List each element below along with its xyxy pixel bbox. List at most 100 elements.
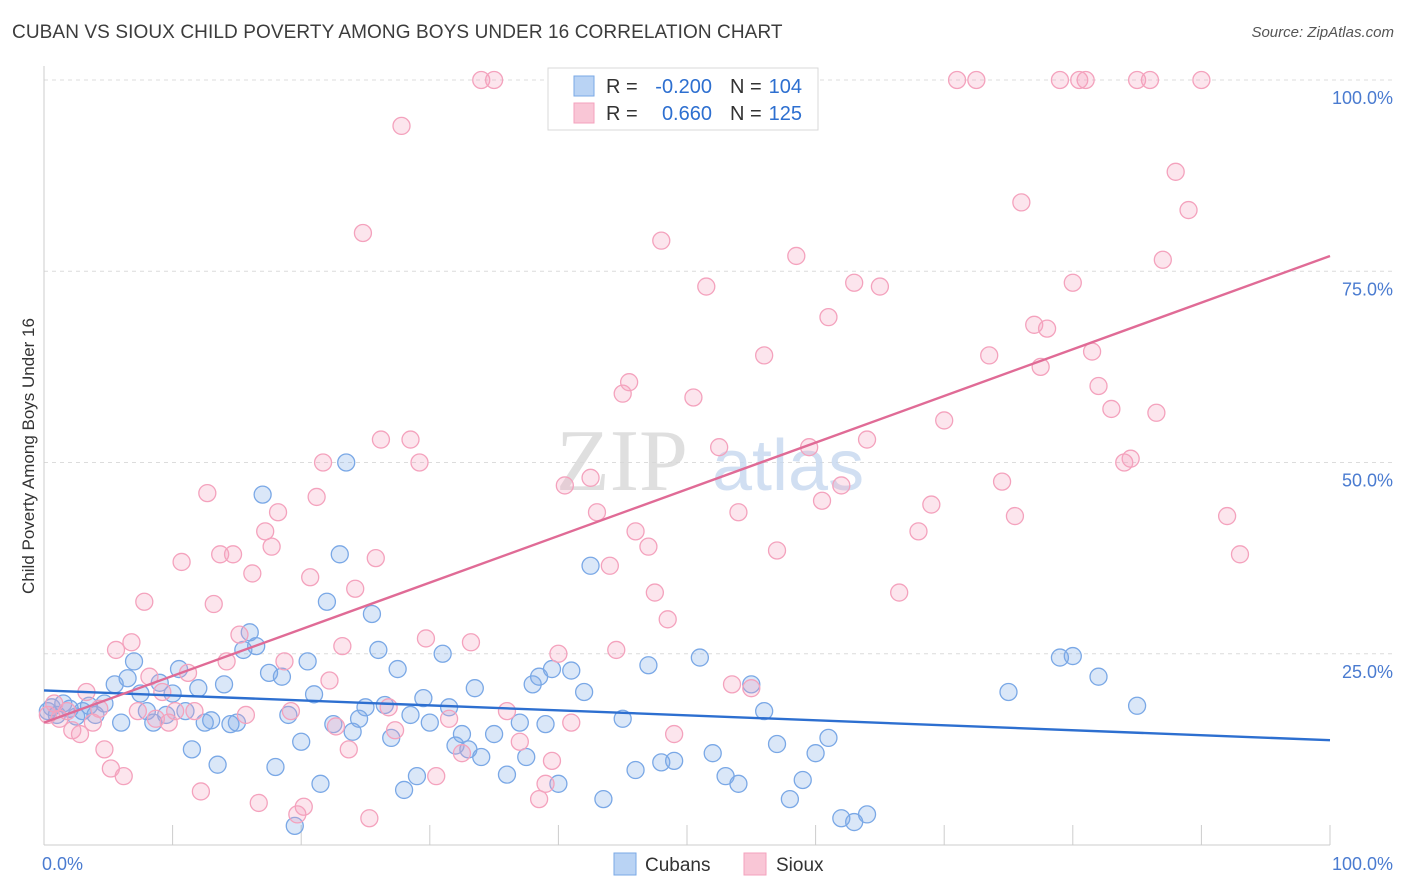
point-cubans-26 — [208, 755, 227, 774]
legend-swatch-sioux — [573, 102, 595, 124]
point-cubans-78 — [581, 556, 600, 575]
point-sioux-19 — [159, 713, 178, 732]
point-sioux-86 — [684, 388, 703, 407]
point-sioux-115 — [1050, 70, 1070, 90]
point-cubans-49 — [356, 698, 375, 717]
point-sioux-55 — [392, 116, 411, 136]
point-sioux-32 — [243, 564, 262, 583]
point-sioux-34 — [256, 522, 275, 541]
point-sioux-75 — [587, 503, 607, 522]
point-cubans-40 — [298, 652, 317, 671]
y-tick-label-2: 75.0% — [1342, 279, 1393, 299]
point-cubans-38 — [285, 816, 304, 836]
point-cubans-23 — [189, 679, 208, 698]
point-cubans-44 — [324, 714, 343, 734]
point-cubans-74 — [542, 659, 562, 679]
point-cubans-43 — [317, 592, 337, 611]
point-cubans-67 — [484, 724, 504, 744]
point-sioux-131 — [1217, 506, 1237, 526]
point-cubans-39 — [292, 732, 311, 751]
point-sioux-81 — [639, 537, 658, 556]
point-sioux-128 — [1166, 162, 1185, 181]
point-sioux-70 — [549, 644, 568, 663]
point-cubans-69 — [510, 713, 529, 732]
point-sioux-9 — [95, 740, 114, 759]
point-sioux-14 — [128, 701, 148, 721]
point-cubans-94 — [806, 744, 825, 763]
point-sioux-44 — [320, 671, 339, 690]
point-cubans-86 — [703, 744, 722, 763]
point-sioux-102 — [890, 583, 909, 602]
point-sioux-47 — [339, 740, 358, 759]
point-sioux-49 — [353, 223, 373, 243]
series-legend: Cubans Sioux — [613, 852, 824, 876]
y-tick-label-1: 50.0% — [1342, 471, 1393, 491]
point-sioux-38 — [281, 701, 301, 721]
y-tick-label-0: 25.0% — [1342, 662, 1393, 682]
point-sioux-77 — [607, 640, 626, 660]
point-sioux-66 — [510, 732, 529, 751]
point-sioux-97 — [819, 307, 838, 327]
bottom-legend-swatch-sioux — [743, 852, 767, 876]
point-sioux-51 — [366, 548, 385, 568]
point-sioux-117 — [1070, 70, 1089, 90]
bottom-legend-label-cubans: Cubans — [645, 855, 711, 876]
point-sioux-5 — [70, 724, 90, 744]
point-sioux-100 — [857, 430, 877, 449]
point-sioux-58 — [416, 629, 436, 648]
point-sioux-125 — [1140, 70, 1160, 90]
legend-r-label-sioux: R = — [606, 103, 638, 125]
point-cubans-103 — [1127, 696, 1147, 715]
axes — [43, 66, 1331, 846]
point-sioux-121 — [1102, 399, 1121, 419]
point-cubans-92 — [780, 789, 800, 809]
point-sioux-90 — [729, 503, 748, 522]
trend-line-cubans — [43, 689, 1331, 742]
point-sioux-23 — [185, 701, 204, 721]
point-cubans-51 — [369, 640, 388, 660]
point-sioux-56 — [401, 430, 420, 449]
point-cubans-80 — [613, 709, 632, 728]
point-cubans-98 — [857, 805, 877, 824]
point-sioux-37 — [275, 652, 294, 671]
point-sioux-72 — [562, 713, 581, 732]
point-sioux-89 — [722, 675, 742, 694]
point-cubans-46 — [337, 453, 356, 472]
point-cubans-12 — [118, 669, 137, 688]
point-sioux-18 — [153, 682, 172, 702]
point-cubans-66 — [472, 747, 491, 767]
point-sioux-107 — [967, 70, 986, 90]
point-sioux-59 — [427, 767, 446, 786]
point-cubans-59 — [420, 713, 439, 732]
point-cubans-65 — [465, 679, 484, 698]
point-sioux-129 — [1179, 200, 1198, 220]
trend-lines — [43, 254, 1331, 742]
point-sioux-25 — [198, 483, 217, 503]
point-sioux-83 — [652, 231, 671, 250]
point-sioux-30 — [230, 625, 249, 644]
point-cubans-28 — [221, 714, 240, 734]
legend-n-label-sioux: N = — [730, 103, 762, 125]
point-cubans-60 — [433, 644, 452, 663]
point-sioux-46 — [333, 636, 352, 656]
point-sioux-11 — [106, 640, 126, 660]
legend-n-value-cubans: 104 — [769, 76, 802, 98]
x-tick-label-1: 100.0% — [1332, 854, 1393, 874]
legend-swatch-cubans — [573, 75, 595, 97]
point-sioux-65 — [497, 701, 517, 721]
point-sioux-96 — [812, 491, 832, 510]
chart-title: CUBAN VS SIOUX CHILD POVERTY AMONG BOYS … — [12, 22, 783, 43]
point-sioux-111 — [1012, 193, 1031, 212]
point-sioux-29 — [223, 545, 243, 564]
point-sioux-110 — [1005, 506, 1025, 526]
legend-n-label-cubans: N = — [730, 76, 762, 98]
point-sioux-85 — [664, 724, 684, 744]
point-sioux-54 — [385, 721, 405, 740]
point-sioux-80 — [626, 522, 645, 541]
point-cubans-77 — [574, 682, 594, 702]
point-cubans-63 — [452, 724, 472, 744]
point-sioux-26 — [204, 594, 223, 614]
point-sioux-88 — [710, 438, 729, 457]
point-sioux-41 — [301, 568, 320, 587]
point-sioux-120 — [1089, 376, 1108, 396]
